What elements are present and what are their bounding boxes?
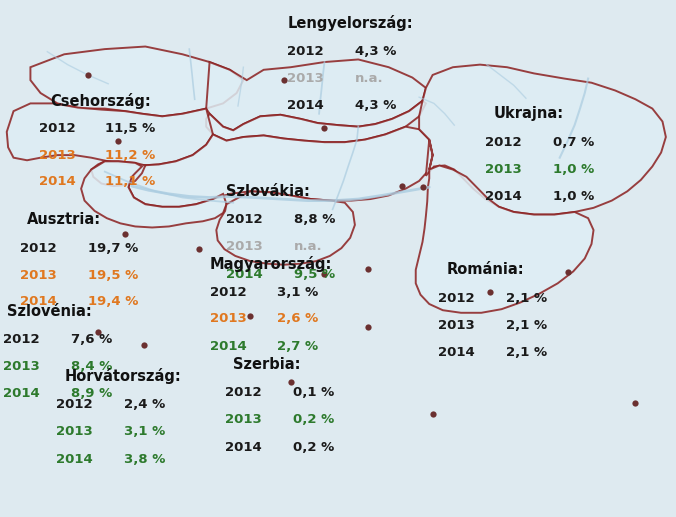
Text: 2,1 %: 2,1 % — [506, 346, 547, 359]
Text: 2014: 2014 — [3, 387, 40, 401]
Text: 0,2 %: 0,2 % — [293, 440, 334, 454]
Text: 2,1 %: 2,1 % — [506, 292, 547, 305]
Polygon shape — [91, 161, 145, 186]
Text: 3,8 %: 3,8 % — [124, 452, 165, 466]
Text: Szlovénia:: Szlovénia: — [7, 303, 91, 319]
Text: 2012: 2012 — [39, 121, 76, 135]
Text: 3,1 %: 3,1 % — [277, 285, 318, 299]
Text: 4,3 %: 4,3 % — [355, 45, 396, 58]
Text: 2013: 2013 — [485, 162, 522, 176]
Text: 0,7 %: 0,7 % — [553, 135, 594, 149]
Text: 8,9 %: 8,9 % — [71, 387, 112, 401]
Text: 11,5 %: 11,5 % — [105, 121, 155, 135]
Text: 2,4 %: 2,4 % — [124, 398, 165, 412]
Text: 2012: 2012 — [287, 45, 324, 58]
Text: 2013: 2013 — [56, 425, 93, 438]
Text: 2014: 2014 — [438, 346, 475, 359]
Text: 8,4 %: 8,4 % — [71, 360, 112, 373]
Text: 2014: 2014 — [39, 175, 76, 189]
Text: Románia:: Románia: — [446, 262, 524, 278]
Polygon shape — [30, 47, 243, 116]
Text: 2,1 %: 2,1 % — [506, 318, 547, 332]
Text: 8,8 %: 8,8 % — [294, 213, 335, 226]
Text: 19,4 %: 19,4 % — [88, 295, 139, 309]
Text: 1,0 %: 1,0 % — [553, 190, 594, 203]
Text: n.a.: n.a. — [294, 240, 322, 253]
Text: Szerbia:: Szerbia: — [233, 357, 301, 372]
Text: 2012: 2012 — [226, 213, 263, 226]
Text: 2013: 2013 — [287, 72, 324, 85]
Text: 2012: 2012 — [210, 285, 246, 299]
Text: 1,0 %: 1,0 % — [553, 162, 594, 176]
Polygon shape — [81, 161, 226, 227]
Text: Lengyelország:: Lengyelország: — [287, 16, 413, 31]
Text: 2014: 2014 — [226, 267, 263, 281]
Text: 2014: 2014 — [485, 190, 522, 203]
Text: 2014: 2014 — [225, 440, 262, 454]
Polygon shape — [416, 165, 594, 313]
Text: n.a.: n.a. — [355, 72, 383, 85]
Text: 2014: 2014 — [210, 340, 246, 353]
Polygon shape — [206, 101, 426, 142]
Text: 2012: 2012 — [225, 386, 262, 400]
Text: 2,7 %: 2,7 % — [277, 340, 318, 353]
Text: 2014: 2014 — [287, 99, 324, 112]
Text: Ukrajna:: Ukrajna: — [493, 106, 564, 121]
Text: 2012: 2012 — [485, 135, 522, 149]
Text: 2014: 2014 — [20, 295, 57, 309]
Polygon shape — [206, 59, 426, 130]
Text: 3,1 %: 3,1 % — [124, 425, 165, 438]
Text: 9,5 %: 9,5 % — [294, 267, 335, 281]
Text: 0,1 %: 0,1 % — [293, 386, 334, 400]
Text: 2,6 %: 2,6 % — [277, 312, 318, 326]
Text: 4,3 %: 4,3 % — [355, 99, 396, 112]
Text: Ausztria:: Ausztria: — [27, 212, 101, 227]
Text: 2012: 2012 — [56, 398, 93, 412]
Text: 2013: 2013 — [3, 360, 40, 373]
Text: Szlovákia:: Szlovákia: — [226, 184, 310, 199]
Text: 2012: 2012 — [3, 333, 40, 346]
Text: 11,2 %: 11,2 % — [105, 148, 155, 162]
Text: 19,5 %: 19,5 % — [88, 268, 138, 282]
Text: Magyarország:: Magyarország: — [210, 256, 332, 271]
Text: 19,7 %: 19,7 % — [88, 241, 138, 255]
Text: 11,1 %: 11,1 % — [105, 175, 155, 189]
Text: 2013: 2013 — [438, 318, 475, 332]
Polygon shape — [419, 65, 666, 215]
Text: 2013: 2013 — [210, 312, 246, 326]
Text: 2012: 2012 — [20, 241, 57, 255]
Polygon shape — [128, 127, 433, 207]
Text: 2013: 2013 — [225, 413, 262, 427]
Text: 2012: 2012 — [438, 292, 475, 305]
Polygon shape — [7, 103, 213, 165]
Text: 7,6 %: 7,6 % — [71, 333, 112, 346]
Polygon shape — [216, 191, 355, 265]
Text: Horvátország:: Horvátország: — [64, 369, 181, 384]
Text: 0,2 %: 0,2 % — [293, 413, 334, 427]
Text: 2013: 2013 — [226, 240, 263, 253]
Text: 2013: 2013 — [20, 268, 57, 282]
Text: 2014: 2014 — [56, 452, 93, 466]
Text: Csehország:: Csehország: — [51, 93, 151, 109]
Text: 2013: 2013 — [39, 148, 76, 162]
